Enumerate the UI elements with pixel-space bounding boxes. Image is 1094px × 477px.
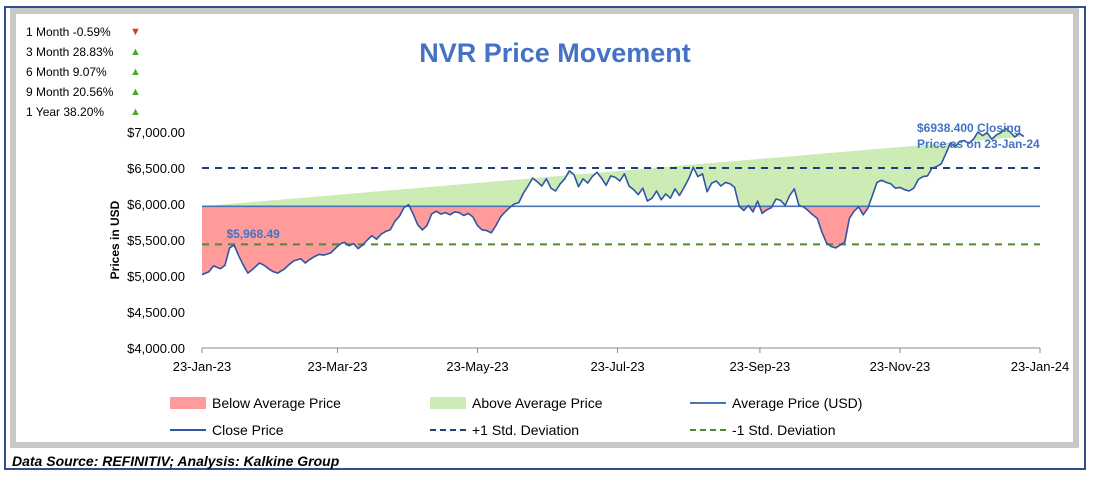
legend-swatch xyxy=(430,429,466,431)
average-price-annotation: $5,968.49 xyxy=(226,227,280,241)
perf-label: 9 Month 20.56% xyxy=(26,85,114,99)
closing-price-date-annotation: Price as on 23-Jan-24 xyxy=(917,137,1040,151)
up-arrow-icon: ▲ xyxy=(130,106,141,118)
up-arrow-icon: ▲ xyxy=(130,86,141,98)
perf-row-6-month: 6 Month 9.07% ▲ xyxy=(26,62,141,82)
x-tick-label: 23-Jan-24 xyxy=(1011,359,1070,374)
x-tick-label: 23-Mar-23 xyxy=(307,359,367,374)
perf-row-3-month: 3 Month 28.83% ▲ xyxy=(26,42,141,62)
down-arrow-icon: ▼ xyxy=(130,26,141,38)
chart-panel xyxy=(10,8,1079,448)
perf-label: 3 Month 28.83% xyxy=(26,45,114,59)
below-average-area xyxy=(202,206,869,275)
perf-row-1-year: 1 Year 38.20% ▲ xyxy=(26,102,141,122)
perf-label: 6 Month 9.07% xyxy=(26,65,107,79)
above-average-area xyxy=(202,128,1024,207)
y-tick-label: $5,000.00 xyxy=(127,269,185,284)
x-tick-label: 23-Sep-23 xyxy=(730,359,791,374)
y-tick-label: $7,000.00 xyxy=(127,125,185,140)
perf-label: 1 Year 38.20% xyxy=(26,105,105,119)
data-source-footer: Data Source: REFINITIV; Analysis: Kalkin… xyxy=(12,453,340,469)
perf-row-1-month: 1 Month -0.59% ▼ xyxy=(26,22,141,42)
close-price-line xyxy=(201,127,1025,276)
x-tick-label: 23-May-23 xyxy=(446,359,508,374)
closing-price-annotation: $6938.400 Closing xyxy=(917,121,1021,135)
y-axis-title: Prices in USD xyxy=(108,200,122,279)
y-tick-label: $4,500.00 xyxy=(127,305,185,320)
x-tick-label: 23-Jul-23 xyxy=(590,359,644,374)
legend-swatch xyxy=(170,429,206,431)
up-arrow-icon: ▲ xyxy=(130,66,141,78)
legend-swatch xyxy=(170,397,206,409)
x-tick-label: 23-Jan-23 xyxy=(173,359,232,374)
chart-title: NVR Price Movement xyxy=(419,38,691,68)
y-tick-label: $6,500.00 xyxy=(127,161,185,176)
y-tick-label: $5,500.00 xyxy=(127,233,185,248)
perf-label: 1 Month -0.59% xyxy=(26,25,111,39)
legend-swatch xyxy=(430,397,466,409)
y-tick-label: $4,000.00 xyxy=(127,341,185,356)
y-tick-label: $6,000.00 xyxy=(127,197,185,212)
legend-swatch xyxy=(690,402,726,404)
up-arrow-icon: ▲ xyxy=(130,46,141,58)
performance-summary: 1 Month -0.59% ▼ 3 Month 28.83% ▲ 6 Mont… xyxy=(26,22,141,122)
perf-row-9-month: 9 Month 20.56% ▲ xyxy=(26,82,141,102)
legend-swatch xyxy=(690,429,726,431)
x-tick-label: 23-Nov-23 xyxy=(870,359,931,374)
